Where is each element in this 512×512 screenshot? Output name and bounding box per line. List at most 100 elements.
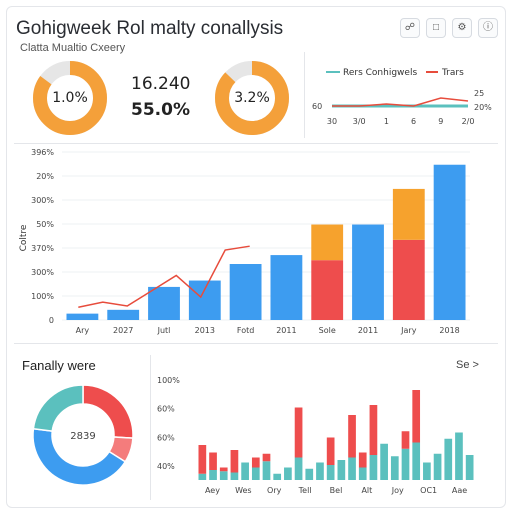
- main-bar-blue: [66, 313, 99, 320]
- mini-x-tick: 3/0: [353, 117, 366, 126]
- main-trend-line: [78, 245, 250, 309]
- header-toolbar: ☍ □ ⚙ ⓘ: [400, 18, 498, 38]
- bottom-bar-teal: [209, 470, 217, 480]
- main-x-tick: Fotd: [237, 326, 254, 335]
- bottom-bar-red: [348, 415, 356, 458]
- mini-y-label-right-1: 20%: [474, 103, 492, 112]
- kpi-donut-right-label: 3.2%: [234, 90, 270, 106]
- bottom-bar-teal: [401, 448, 410, 480]
- donut-slice-3: [32, 384, 84, 432]
- bottom-bar-teal: [455, 432, 463, 480]
- main-bar-red: [311, 260, 344, 320]
- bottom-y-tick: 100%: [157, 376, 180, 385]
- main-x-tick: Sole: [319, 326, 336, 335]
- main-bar-orange: [392, 188, 425, 240]
- bottom-x-tick: Aae: [452, 486, 467, 495]
- main-y-tick: 300%: [31, 268, 54, 277]
- main-x-tick: Jutl: [157, 326, 171, 335]
- bottom-bar-teal: [219, 471, 228, 480]
- kpi-donut-left-label: 1.0%: [52, 90, 88, 106]
- mini-series-1: [332, 97, 469, 107]
- main-x-tick: Jary: [400, 326, 417, 335]
- info-icon[interactable]: ⓘ: [478, 18, 498, 38]
- main-x-tick: 2027: [113, 326, 133, 335]
- main-bar-blue: [352, 224, 384, 320]
- bottom-donut-chart: 2839: [32, 384, 134, 486]
- bottom-y-tick: 40%: [157, 462, 175, 471]
- kpi-donut-right-arc: [215, 61, 289, 135]
- bottom-bar-teal: [241, 462, 249, 480]
- bottom-bar-red: [369, 405, 378, 455]
- bottom-bar-teal: [198, 473, 207, 480]
- main-y-tick: 0: [49, 316, 54, 325]
- legend-label-0: Rers Conhigwels: [343, 68, 417, 78]
- bottom-bar-red: [209, 452, 217, 470]
- bottom-bar-teal: [423, 462, 431, 480]
- main-bar-blue: [433, 164, 466, 320]
- main-bar-blue: [107, 309, 140, 320]
- main-bar-blue: [148, 286, 180, 320]
- main-y-tick: 20%: [36, 172, 54, 181]
- main-y-tick: 300%: [31, 196, 54, 205]
- bottom-y-tick: 60%: [157, 433, 175, 442]
- main-y-tick: 50%: [36, 220, 54, 229]
- main-bar-blue: [188, 280, 221, 320]
- bottom-bar-red: [251, 457, 260, 468]
- main-bar-orange: [311, 224, 344, 261]
- bottom-x-tick: Bel: [330, 486, 343, 495]
- main-y-tick: 370%: [31, 244, 54, 253]
- mini-x-tick: 30: [327, 117, 337, 126]
- main-bar-chart: 396% 20% 300% 50% 370% 300% 100% 0 Coltre Ary 2027…: [19, 148, 470, 335]
- mini-x-tick: 2/0: [462, 117, 475, 126]
- kpi-donut-right: [215, 61, 289, 135]
- bottom-bar-teal: [294, 457, 303, 480]
- bottom-bar-teal: [358, 467, 367, 480]
- see-more-link[interactable]: Se >: [456, 359, 479, 371]
- bottom-x-tick: Alt: [361, 486, 372, 495]
- bottom-bar-teal: [326, 465, 335, 480]
- bottom-bar-teal: [465, 455, 474, 480]
- main-x-tick: 2011: [276, 326, 296, 335]
- bottom-bar-red: [294, 407, 303, 458]
- main-x-tick: Ary: [76, 326, 90, 335]
- page-title: Gohigweek Rol malty conallysis: [16, 18, 284, 39]
- bottom-bar-teal: [284, 467, 292, 480]
- bottom-bar-red: [401, 431, 410, 449]
- bottom-x-tick: Ory: [267, 486, 282, 495]
- legend-label-1: Trars: [441, 68, 464, 78]
- top-divider: [14, 143, 498, 144]
- middle-divider: [14, 343, 498, 344]
- bottom-bar-teal: [305, 468, 314, 480]
- bottom-bar-chart: 100% 60% 60% 40% Aey Wes Ory Tell Bel Alt Joy OC1 Aa…: [157, 376, 474, 495]
- main-y-axis-title: Coltre: [19, 224, 29, 251]
- mini-x-tick: 6: [411, 117, 416, 126]
- mini-line-chart: Rers Conhigwels Trars 60 25 20% 30 3/0 1 6 9 2/0: [312, 68, 492, 126]
- section-title: Fanally were: [22, 358, 96, 373]
- bottom-bar-teal: [337, 460, 346, 480]
- bottom-y-tick: 60%: [157, 405, 175, 414]
- bottom-bar-teal: [390, 456, 399, 480]
- mini-y-label-right-0: 25: [474, 89, 484, 98]
- main-y-tick: 100%: [31, 292, 54, 301]
- bottom-x-tick: Tell: [298, 486, 312, 495]
- page-subtitle: Clatta Mualtio Cxeery: [20, 42, 126, 54]
- bell-icon[interactable]: ☍: [400, 18, 420, 38]
- mini-x-tick: 9: [438, 117, 443, 126]
- bottom-x-tick: Wes: [235, 486, 252, 495]
- main-x-tick: 2018: [439, 326, 459, 335]
- main-bar-red: [392, 239, 425, 320]
- main-x-tick: 2013: [195, 326, 215, 335]
- bottom-x-tick: Joy: [391, 486, 404, 495]
- main-bar-blue: [229, 264, 262, 320]
- bottom-bar-red: [326, 437, 335, 465]
- bottom-bar-teal: [262, 461, 271, 480]
- bottom-bar-teal: [433, 453, 442, 480]
- bottom-bar-red: [262, 453, 271, 462]
- bottom-divider: [150, 355, 151, 500]
- settings-icon[interactable]: ⚙: [452, 18, 472, 38]
- kpi-donut-left: [33, 61, 107, 135]
- bottom-bar-teal: [348, 457, 356, 480]
- bottom-bar-red: [230, 450, 239, 473]
- bottom-x-tick: OC1: [420, 486, 437, 495]
- lock-icon[interactable]: □: [426, 18, 446, 38]
